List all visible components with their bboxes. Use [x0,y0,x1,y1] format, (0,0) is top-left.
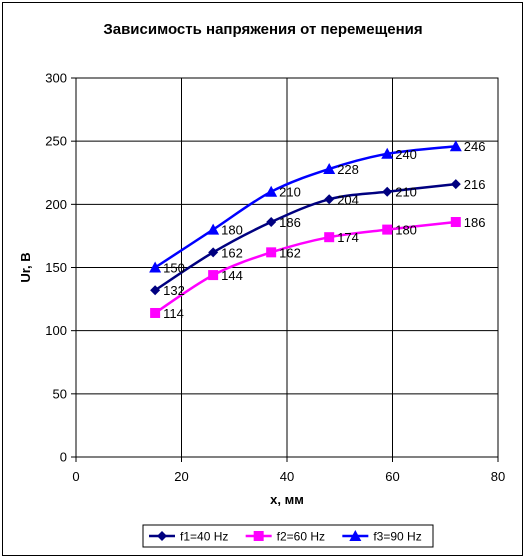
data-point-series-1 [208,247,219,258]
data-label: 246 [464,139,486,154]
x-tick-label: 80 [491,469,505,484]
data-point-series-1 [450,179,461,190]
legend-box [142,524,434,548]
data-point-series-1 [382,186,393,197]
data-labels: 132 162 186 204 210 216 114 144 162 174 180 186 150 1… [163,139,485,321]
legend-label: f3=90 Hz [373,530,421,544]
x-tick-label: 0 [72,469,79,484]
data-label: 228 [337,162,359,177]
data-point-series-2 [450,217,461,228]
data-point-series-1 [266,217,277,228]
data-label: 144 [221,268,243,283]
x-tick-label: 60 [385,469,399,484]
y-tick-label: 200 [45,197,67,212]
data-label: 186 [464,215,486,230]
legend-label: f1=40 Hz [180,530,228,544]
data-label: 162 [279,245,301,260]
legend-marker [253,531,264,541]
data-label: 150 [163,261,185,276]
data-point-series-2 [208,270,219,281]
y-tick-label: 100 [45,323,67,338]
series-line-2 [154,220,456,315]
data-label: 180 [395,223,417,238]
data-label: 114 [163,306,184,321]
data-label: 210 [395,185,417,200]
data-point-series-2 [324,232,335,243]
y-tick-label: 150 [45,260,67,275]
y-tick-label: 250 [45,134,67,149]
data-point-series-2 [150,307,161,318]
data-label: 162 [221,245,243,260]
data-label: 216 [464,177,486,192]
series-line-1 [154,182,456,292]
x-tick-label: 40 [280,469,294,484]
legend-marker [157,531,167,541]
data-point-series-3 [207,223,220,235]
series-layer [149,140,462,318]
legend-marker [349,530,362,541]
data-point-series-1 [324,194,335,205]
chart-frame [2,2,523,556]
y-tick-label: 0 [60,450,67,465]
data-point-series-2 [382,224,393,235]
data-label: 174 [337,230,359,245]
legend-label: f2=60 Hz [277,530,325,544]
data-label: 132 [163,283,185,298]
data-point-series-2 [266,247,277,258]
data-label: 180 [221,223,243,238]
x-axis-title: x, мм [270,492,304,507]
data-label: 204 [337,192,359,207]
chart-title: Зависимость напряжения от перемещения [103,21,422,38]
y-tick-label: 300 [45,71,67,86]
data-point-series-3 [381,147,394,159]
x-tick-label: 20 [174,469,188,484]
data-label: 210 [279,185,301,200]
y-tick-label: 50 [53,386,67,401]
data-point-series-3 [265,185,278,197]
y-axis-title: Ur, B [18,252,33,282]
data-label: 186 [279,215,301,230]
data-point-series-3 [149,261,162,273]
data-point-series-3 [323,162,336,174]
data-point-series-3 [449,140,462,152]
legend: f1=40 Hz f2=60 Hz f3=90 Hz [142,524,434,548]
axis-ticks: 0 50 100 150 200 250 300 0 20 40 60 80 [45,71,505,485]
data-point-series-1 [150,285,161,296]
series-line-3 [154,144,456,269]
grid [75,77,499,458]
data-label: 240 [395,147,417,162]
